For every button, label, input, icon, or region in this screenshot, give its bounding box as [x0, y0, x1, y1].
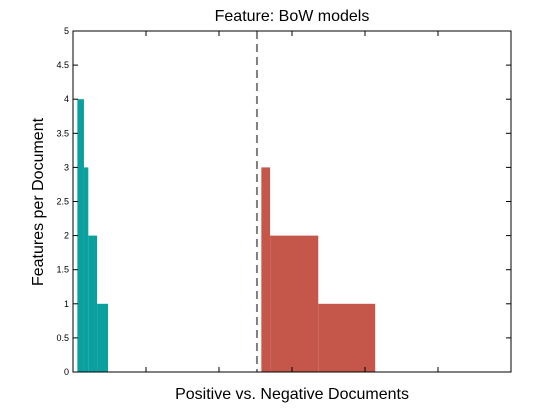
- y-tick-label: 2: [64, 231, 69, 241]
- bars-layer: [77, 99, 376, 372]
- bar-series-1-0: [261, 167, 271, 372]
- x-axis-label: Positive vs. Negative Documents: [175, 386, 409, 403]
- bar-series-1-1: [270, 235, 319, 372]
- y-tick-label: 1: [64, 299, 69, 309]
- y-tick-label: 3: [64, 162, 69, 172]
- bar-series-0-3: [97, 303, 109, 372]
- bar-series-0-1: [83, 167, 89, 372]
- y-tick-label: 0: [64, 367, 69, 377]
- y-axis-label: Features per Document: [30, 117, 47, 286]
- y-tick-label: 5: [64, 26, 69, 36]
- y-tick-label: 4: [64, 94, 69, 104]
- y-tick-label: 4.5: [56, 60, 69, 70]
- chart-title: Feature: BoW models: [215, 8, 370, 25]
- y-tick-label: 3.5: [56, 128, 69, 138]
- ticks-layer: 0 0.5 1 1.5 2 2.5 3 3.5 4 4.5 5: [56, 26, 511, 377]
- y-tick-label: 2.5: [56, 197, 69, 207]
- y-tick-label: 1.5: [56, 265, 69, 275]
- bar-series-0-0: [77, 99, 84, 372]
- bar-series-0-2: [88, 235, 98, 372]
- bar-series-1-2: [318, 303, 376, 372]
- y-tick-label: 0.5: [56, 333, 69, 343]
